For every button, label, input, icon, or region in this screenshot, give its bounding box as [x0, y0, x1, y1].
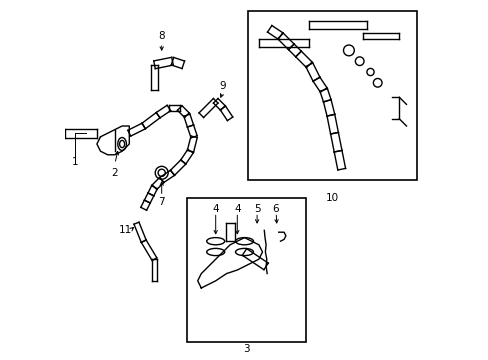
- Text: 11: 11: [119, 225, 132, 235]
- Text: 9: 9: [219, 81, 226, 91]
- Text: 5: 5: [253, 204, 260, 214]
- Text: 7: 7: [158, 197, 164, 207]
- Text: 6: 6: [271, 204, 278, 214]
- Bar: [247, 11, 416, 180]
- Text: 1: 1: [72, 157, 79, 167]
- Text: 4: 4: [234, 204, 240, 214]
- Text: 3: 3: [243, 344, 249, 354]
- Text: 10: 10: [325, 193, 339, 203]
- Text: 8: 8: [158, 31, 164, 41]
- Text: 4: 4: [212, 204, 219, 214]
- Bar: [186, 198, 305, 342]
- Text: 2: 2: [111, 168, 118, 178]
